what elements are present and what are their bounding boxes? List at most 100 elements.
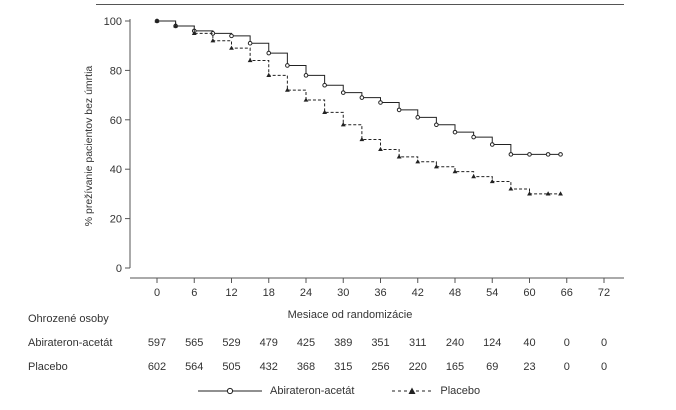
data-point-placebo — [415, 159, 421, 164]
axes: 0 20 40 60 80 100 0 6 12 18 24 30 36 42 48 54 60 66 72 — [104, 16, 624, 299]
y-tick-label: 80 — [110, 65, 122, 77]
survival-chart: 0 20 40 60 80 100 0 6 12 18 24 30 36 42 48 54 60 66 72 % p… — [83, 16, 624, 299]
data-point-placebo — [396, 154, 402, 159]
data-point-abiraterone — [545, 152, 551, 157]
data-point-abiraterone — [558, 152, 563, 157]
data-point-abiraterone — [322, 82, 327, 88]
data-point-abiraterone — [340, 90, 346, 95]
data-point-placebo — [545, 191, 551, 196]
risk-cell: 368 — [296, 361, 316, 373]
x-tick-label: 60 — [523, 287, 535, 299]
risk-table-title: Ohrozené osoby — [28, 313, 109, 325]
risk-cell: 529 — [222, 337, 241, 349]
risk-cell: 425 — [296, 337, 316, 349]
y-tick-label: 100 — [104, 16, 122, 28]
legend-item-abiraterone: Abirateron-acetát — [196, 385, 354, 397]
risk-cell: 40 — [523, 337, 536, 349]
y-tick-label: 60 — [110, 115, 122, 127]
x-axis-label: Mesiace od randomizácie — [287, 309, 413, 321]
risk-cell: 602 — [147, 361, 167, 373]
series-line-placebo — [157, 20, 561, 195]
data-point-abiraterone — [434, 122, 439, 128]
data-point-placebo — [229, 45, 234, 50]
data-point-placebo — [340, 122, 346, 127]
risk-cell: 165 — [445, 361, 465, 373]
x-tick-label: 0 — [154, 287, 160, 299]
data-point-abiraterone — [489, 142, 495, 147]
legend-label-placebo: Placebo — [440, 385, 481, 397]
series-line-abiraterone — [157, 20, 561, 155]
data-point-placebo — [452, 169, 458, 174]
risk-cell: 0 — [600, 361, 608, 373]
x-tick-label: 48 — [449, 287, 461, 299]
data-point-placebo — [433, 164, 439, 169]
data-point-placebo — [489, 178, 495, 184]
data-point-placebo — [359, 136, 365, 142]
x-tick-label: 66 — [561, 287, 573, 299]
risk-cell: 389 — [334, 337, 353, 349]
data-point-placebo — [378, 146, 383, 152]
x-tick-label: 30 — [337, 287, 349, 299]
data-point-abiraterone — [285, 63, 290, 68]
y-tick-label: 40 — [110, 164, 122, 176]
data-point-placebo — [508, 186, 514, 191]
risk-cell: 505 — [222, 361, 241, 373]
x-tick-label: 54 — [486, 287, 498, 299]
risk-cell: 124 — [483, 337, 502, 349]
data-point-abiraterone — [508, 152, 514, 157]
risk-row-label-placebo: Placebo — [28, 361, 68, 373]
data-point-placebo — [266, 72, 272, 77]
data-point-placebo — [247, 57, 253, 63]
data-point-abiraterone — [378, 100, 383, 105]
risk-cell: 256 — [371, 361, 390, 373]
data-point-placebo — [191, 30, 197, 35]
x-tick-label: 6 — [191, 287, 197, 299]
data-point-abiraterone — [396, 107, 402, 113]
risk-cell: 565 — [185, 337, 204, 349]
risk-cell: 311 — [408, 337, 427, 349]
risk-cell: 0 — [600, 337, 608, 349]
x-tick-label: 12 — [225, 287, 237, 299]
legend-line-solid-circle-icon — [198, 387, 262, 395]
risk-cell: 432 — [259, 361, 278, 373]
legend: Abirateron-acetát Placebo — [196, 385, 516, 397]
risk-cell: 0 — [563, 337, 570, 349]
risk-row-label-abiraterone: Abirateron-acetát — [28, 337, 113, 349]
y-tick-label: 0 — [116, 263, 122, 275]
data-point-placebo — [173, 23, 179, 28]
risk-cell: 597 — [147, 337, 167, 349]
risk-cell: 0 — [563, 361, 570, 373]
risk-cell: 23 — [523, 361, 536, 373]
x-tick-label: 24 — [300, 287, 312, 299]
risk-cell: 315 — [334, 361, 353, 373]
legend-item-placebo: Placebo — [390, 385, 480, 397]
legend-label-abiraterone: Abirateron-acetát — [270, 385, 355, 397]
risk-cell: 564 — [185, 361, 204, 373]
data-point-placebo — [210, 38, 216, 43]
risk-cell: 351 — [371, 337, 390, 349]
data-point-abiraterone — [415, 115, 421, 120]
y-axis-label: % prežívanie pacientov bez úmrtia — [83, 66, 95, 227]
data-point-placebo — [322, 109, 328, 114]
x-tick-label: 18 — [263, 287, 275, 299]
risk-cell: 69 — [486, 361, 499, 373]
data-point-abiraterone — [247, 40, 253, 46]
data-point-placebo — [527, 191, 532, 196]
x-tick-label: 42 — [412, 287, 424, 299]
data-point-placebo — [471, 174, 477, 179]
legend-line-dashed-triangle-icon — [392, 387, 433, 394]
data-point-placebo — [558, 191, 563, 196]
data-point-abiraterone — [266, 50, 272, 56]
top-rule — [96, 4, 624, 5]
y-tick-label: 20 — [110, 214, 122, 226]
series-layer — [154, 18, 563, 196]
risk-cell: 240 — [445, 337, 465, 349]
data-point-abiraterone — [471, 134, 476, 140]
data-point-abiraterone — [229, 33, 234, 39]
data-point-abiraterone — [452, 129, 458, 135]
data-point-abiraterone — [359, 95, 365, 100]
data-point-placebo — [154, 18, 160, 23]
risk-cell: 220 — [408, 361, 427, 373]
data-point-abiraterone — [303, 73, 309, 78]
data-point-abiraterone — [527, 152, 532, 157]
